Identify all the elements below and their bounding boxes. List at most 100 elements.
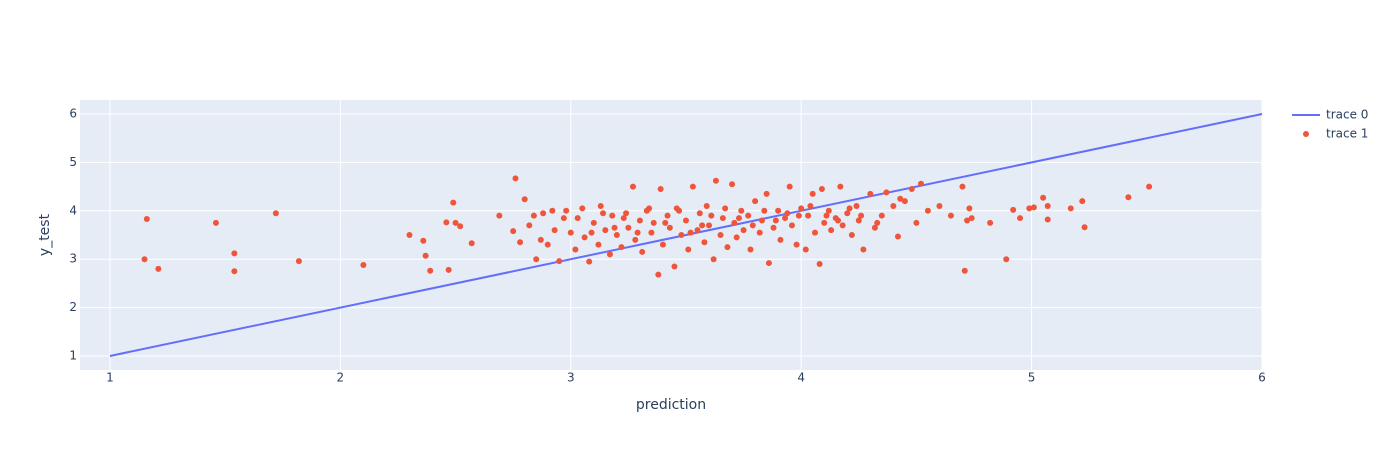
point [613, 232, 620, 238]
point [835, 217, 842, 224]
point [671, 263, 678, 270]
point [650, 219, 657, 226]
point [1044, 202, 1051, 209]
point [1026, 205, 1033, 212]
point [572, 246, 579, 253]
point [894, 233, 901, 240]
x-tick-label: 5 [1028, 371, 1036, 385]
point [765, 260, 772, 267]
point [512, 175, 519, 182]
point [468, 240, 475, 247]
point [782, 215, 789, 222]
point [646, 205, 653, 212]
point [823, 212, 830, 219]
point [694, 227, 701, 234]
point [901, 198, 908, 205]
y-tick-label: 4 [69, 203, 77, 217]
point [360, 262, 367, 268]
point [749, 222, 756, 229]
point [717, 232, 724, 238]
point [556, 258, 563, 265]
point [422, 252, 429, 259]
point [825, 207, 832, 214]
point [632, 236, 639, 243]
point [1081, 224, 1088, 231]
point [678, 232, 685, 238]
point [590, 219, 597, 226]
point [1146, 183, 1153, 190]
point [685, 246, 692, 253]
point [770, 224, 777, 231]
point [708, 212, 715, 219]
point [662, 219, 669, 226]
point [961, 267, 968, 274]
y-tick-label: 3 [69, 252, 77, 266]
y-tick-label: 1 [69, 348, 77, 362]
y-tick-label: 5 [69, 155, 77, 169]
point [964, 217, 971, 224]
point [860, 246, 867, 253]
point [788, 222, 795, 229]
point [443, 219, 450, 226]
point [878, 212, 885, 219]
plot-background [80, 100, 1262, 370]
point [858, 212, 865, 219]
x-tick-label: 2 [337, 371, 345, 385]
point [816, 261, 823, 268]
point [574, 215, 581, 222]
point [600, 210, 607, 217]
point [496, 212, 503, 219]
x-axis-title: prediction [636, 397, 706, 413]
point [611, 224, 618, 231]
point [703, 202, 710, 209]
point [987, 219, 994, 226]
point [636, 217, 643, 224]
point [759, 217, 766, 224]
point [846, 205, 853, 212]
point [609, 212, 616, 219]
point [510, 228, 517, 235]
point [763, 190, 770, 197]
point [735, 215, 742, 222]
y-tick-label: 6 [69, 107, 77, 121]
point [537, 236, 544, 243]
point [406, 232, 413, 238]
point [445, 266, 452, 273]
point [586, 258, 593, 265]
point [639, 248, 646, 255]
point [853, 202, 860, 209]
point [427, 267, 434, 274]
point [867, 190, 874, 197]
point [747, 246, 754, 253]
x-tick-label: 4 [797, 371, 805, 385]
point [924, 207, 931, 214]
point [533, 256, 540, 263]
point [549, 207, 556, 214]
point [1044, 216, 1051, 223]
point [1017, 215, 1024, 222]
point [756, 229, 763, 236]
point [798, 205, 805, 212]
point [706, 222, 713, 229]
point [540, 210, 547, 217]
point [295, 258, 302, 265]
point [874, 219, 881, 226]
point [648, 229, 655, 236]
point [526, 222, 533, 229]
point [517, 239, 524, 246]
point [676, 207, 683, 214]
y-tick-label: 2 [69, 300, 77, 314]
point [272, 210, 279, 217]
point [687, 229, 694, 236]
point [579, 205, 586, 212]
point [786, 183, 793, 190]
point [740, 227, 747, 234]
point [795, 212, 802, 219]
point [623, 210, 630, 217]
point [793, 241, 800, 248]
point [141, 256, 148, 263]
point [745, 212, 752, 219]
point [712, 177, 719, 184]
point [848, 232, 855, 238]
point [1030, 204, 1037, 211]
